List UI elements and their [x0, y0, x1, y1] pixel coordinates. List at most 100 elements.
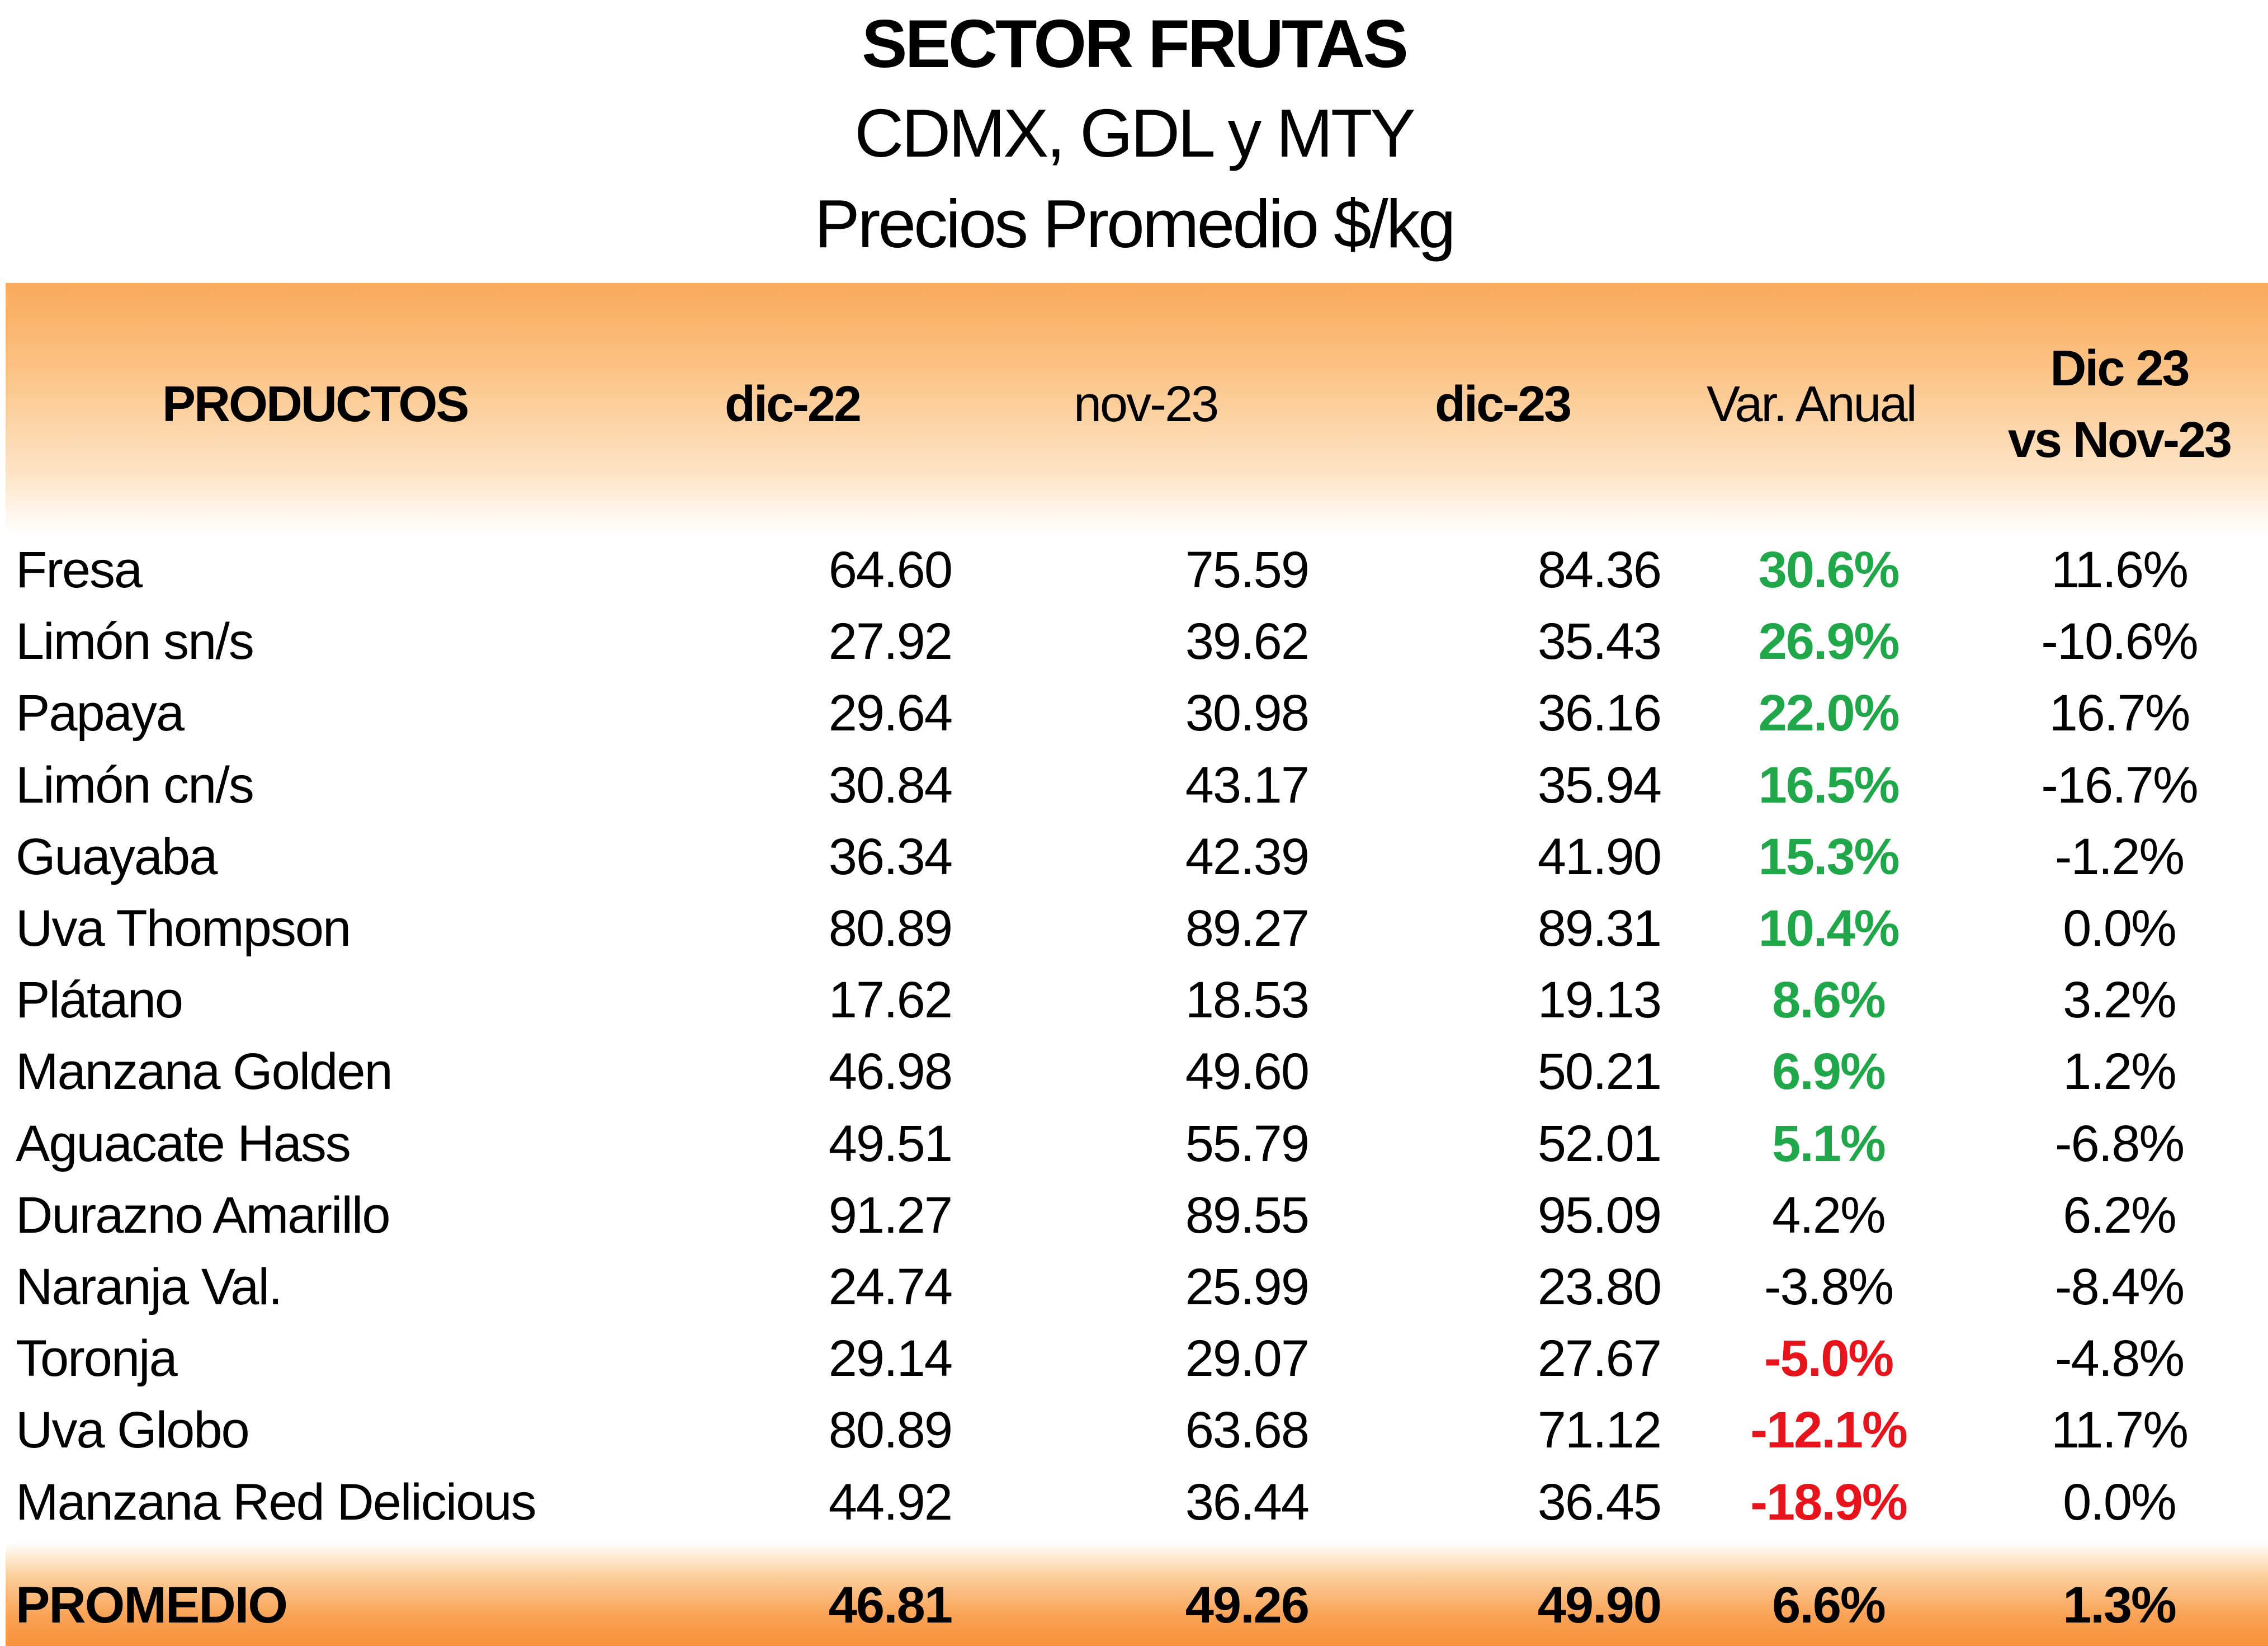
var-anual: -12.1%	[1750, 1402, 1908, 1459]
price-nov23: 39.62	[1185, 613, 1310, 671]
var-anual: 4.2%	[1772, 1186, 1886, 1244]
promedio-vs-nov: 1.3%	[2063, 1577, 2177, 1634]
var-vs-nov: -4.8%	[2054, 1330, 2185, 1388]
product-name: Limón sn/s	[16, 613, 254, 671]
promedio-dic22: 46.81	[828, 1577, 953, 1634]
product-name: Uva Thompson	[16, 900, 351, 957]
table-row: Plátano 17.62 18.53 19.13 8.6% 3.2%	[0, 964, 2268, 1036]
price-nov23: 75.59	[1185, 541, 1310, 598]
promedio-var-anual: 6.6%	[1772, 1577, 1886, 1634]
price-dic23: 95.09	[1537, 1186, 1662, 1244]
price-nov23: 30.98	[1185, 685, 1310, 742]
var-vs-nov: 11.6%	[2050, 541, 2189, 598]
product-name: Fresa	[16, 541, 143, 598]
var-anual: 22.0%	[1758, 685, 1900, 742]
price-dic22: 36.34	[828, 828, 953, 885]
price-dic23: 41.90	[1537, 828, 1662, 885]
product-name: Papaya	[16, 685, 185, 742]
product-name: Naranja Val.	[16, 1258, 282, 1315]
table-row: Limón cn/s 30.84 43.17 35.94 16.5% -16.7%	[0, 749, 2268, 821]
product-name: Manzana Golden	[16, 1043, 393, 1101]
table-header-band	[6, 283, 2268, 535]
var-vs-nov: 0.0%	[2063, 900, 2177, 957]
var-anual: 15.3%	[1758, 828, 1900, 885]
table-row: Fresa 64.60 75.59 84.36 30.6% 11.6%	[0, 534, 2268, 606]
price-dic23: 35.94	[1537, 756, 1662, 814]
price-dic22: 91.27	[828, 1186, 953, 1244]
promedio-label: PROMEDIO	[16, 1577, 288, 1634]
price-nov23: 43.17	[1185, 756, 1310, 814]
page-title: SECTOR FRUTAS	[862, 6, 1409, 82]
table-row: Uva Thompson 80.89 89.27 89.31 10.4% 0.0%	[0, 893, 2268, 964]
var-vs-nov: 11.7%	[2050, 1402, 2189, 1459]
price-dic23: 52.01	[1537, 1115, 1662, 1172]
header-dic23-vs-line2: vs Nov-23	[2007, 412, 2232, 468]
var-vs-nov: 16.7%	[2049, 685, 2191, 742]
table-row: Naranja Val. 24.74 25.99 23.80 -3.8% -8.4%	[0, 1251, 2268, 1323]
var-vs-nov: -1.2%	[2054, 828, 2185, 885]
table-row: Limón sn/s 27.92 39.62 35.43 26.9% -10.6%	[0, 606, 2268, 677]
price-nov23: 29.07	[1185, 1330, 1310, 1388]
var-vs-nov: 1.2%	[2063, 1043, 2177, 1101]
promedio-nov23: 49.26	[1185, 1577, 1310, 1634]
var-vs-nov: 0.0%	[2063, 1473, 2177, 1531]
price-nov23: 18.53	[1185, 971, 1310, 1029]
table-row: Durazno Amarillo 91.27 89.55 95.09 4.2% 6.2%	[0, 1180, 2268, 1251]
price-dic23: 50.21	[1537, 1043, 1662, 1101]
price-dic23: 36.16	[1537, 685, 1662, 742]
page-subtitle: CDMX, GDL y MTY	[854, 95, 1416, 171]
table-row: Papaya 29.64 30.98 36.16 22.0% 16.7%	[0, 677, 2268, 749]
price-dic23: 23.80	[1537, 1258, 1662, 1315]
product-name: Aguacate Hass	[16, 1115, 351, 1172]
table-row: Guayaba 36.34 42.39 41.90 15.3% -1.2%	[0, 821, 2268, 893]
var-vs-nov: -16.7%	[2041, 756, 2199, 814]
price-dic22: 64.60	[828, 541, 953, 598]
promedio-dic23: 49.90	[1537, 1577, 1662, 1634]
header-nov23: nov-23	[1074, 376, 1219, 432]
table-row: Manzana Red Delicious 44.92 36.44 36.45 -18.…	[0, 1466, 2268, 1538]
price-dic22: 27.92	[828, 613, 953, 671]
price-dic22: 46.98	[828, 1043, 953, 1101]
var-anual: 8.6%	[1772, 971, 1886, 1029]
product-name: Durazno Amarillo	[16, 1186, 391, 1244]
price-dic23: 36.45	[1537, 1473, 1662, 1531]
header-dic23-vs-line1: Dic 23	[2050, 341, 2190, 397]
header-dic22: dic-22	[725, 376, 862, 432]
product-name: Toronja	[16, 1330, 178, 1388]
table-row: Aguacate Hass 49.51 55.79 52.01 5.1% -6.8%	[0, 1108, 2268, 1180]
price-nov23: 49.60	[1185, 1043, 1310, 1101]
price-dic22: 30.84	[828, 756, 953, 814]
var-vs-nov: 3.2%	[2063, 971, 2177, 1029]
product-name: Manzana Red Delicious	[16, 1473, 537, 1531]
header-dic23: dic-23	[1435, 376, 1572, 432]
var-anual: -5.0%	[1764, 1330, 1894, 1388]
price-nov23: 63.68	[1185, 1402, 1310, 1459]
product-name: Limón cn/s	[16, 756, 254, 814]
price-nov23: 25.99	[1185, 1258, 1310, 1315]
price-dic22: 29.14	[828, 1330, 953, 1388]
var-anual: -3.8%	[1764, 1258, 1894, 1315]
price-nov23: 55.79	[1185, 1115, 1310, 1172]
table-row: Manzana Golden 46.98 49.60 50.21 6.9% 1.2%	[0, 1036, 2268, 1107]
price-dic23: 89.31	[1537, 900, 1662, 957]
price-dic22: 17.62	[828, 971, 953, 1029]
var-vs-nov: 6.2%	[2063, 1186, 2177, 1244]
var-anual: 10.4%	[1758, 900, 1900, 957]
table-row: Uva Globo 80.89 63.68 71.12 -12.1% 11.7%	[0, 1394, 2268, 1466]
price-nov23: 42.39	[1185, 828, 1310, 885]
var-vs-nov: -6.8%	[2054, 1115, 2185, 1172]
var-anual: 16.5%	[1758, 756, 1900, 814]
header-var-anual: Var. Anual	[1707, 376, 1917, 432]
promedio-band	[6, 1543, 2268, 1646]
product-name: Uva Globo	[16, 1402, 250, 1459]
price-dic23: 71.12	[1537, 1402, 1662, 1459]
price-nov23: 36.44	[1185, 1473, 1310, 1531]
var-anual: -18.9%	[1750, 1473, 1908, 1531]
header-productos: PRODUCTOS	[162, 376, 469, 432]
price-nov23: 89.55	[1185, 1186, 1310, 1244]
product-name: Plátano	[16, 971, 183, 1029]
var-vs-nov: -8.4%	[2054, 1258, 2185, 1315]
page-subtitle-units: Precios Promedio $/kg	[814, 186, 1456, 262]
var-anual: 6.9%	[1772, 1043, 1886, 1101]
price-dic22: 44.92	[828, 1473, 953, 1531]
